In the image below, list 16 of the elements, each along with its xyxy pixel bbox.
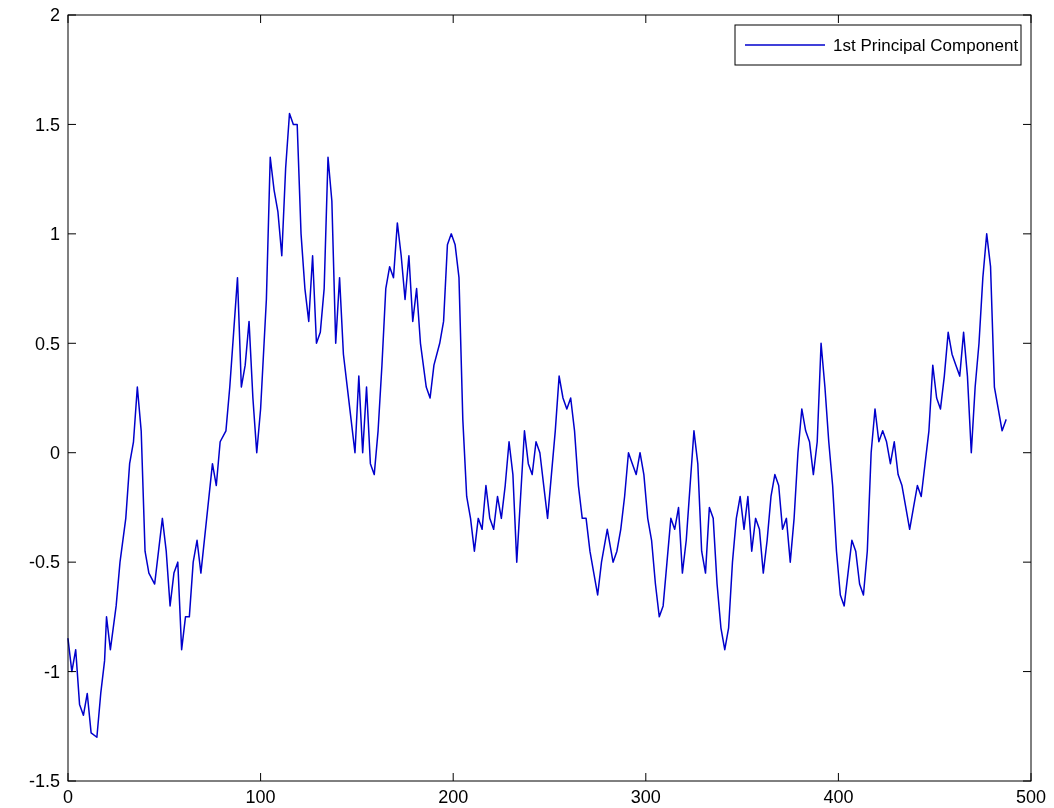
x-tick-label: 0 (62, 787, 74, 807)
x-tick-label: 100 (245, 787, 276, 807)
y-tick-label: 2 (49, 5, 60, 26)
x-tick-label: 200 (438, 787, 469, 807)
x-tick-label: 300 (630, 787, 661, 807)
line-series (67, 112, 1007, 738)
legend-label: 1st Principal Component (833, 35, 1019, 55)
y-tick-label: 0 (49, 443, 60, 464)
y-tick-label: 1 (49, 224, 60, 245)
x-tick-label: 400 (823, 787, 854, 807)
y-tick-label: 0.5 (34, 333, 60, 354)
x-tick-label: 500 (1015, 787, 1047, 807)
y-tick-label: -0.5 (28, 552, 60, 573)
y-tick-label: 1.5 (34, 114, 60, 135)
y-tick-label: -1 (43, 661, 60, 682)
y-tick-label: -1.5 (28, 771, 60, 792)
